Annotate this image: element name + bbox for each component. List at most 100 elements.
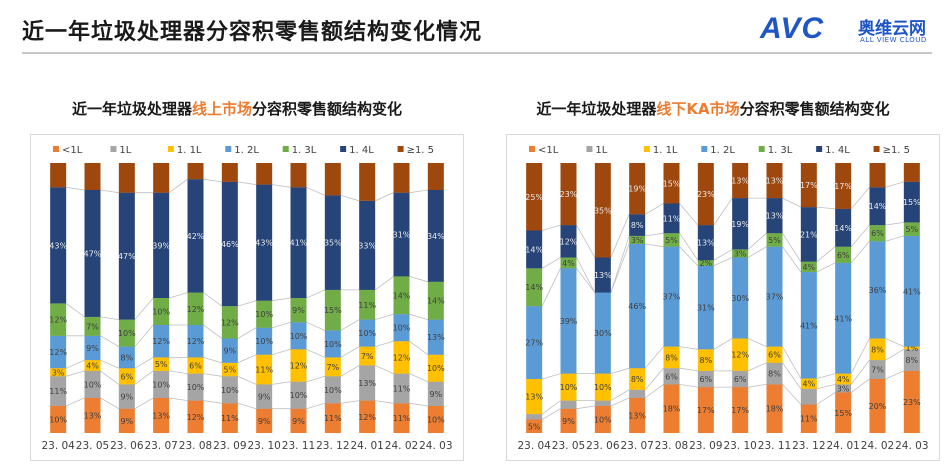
- legend-swatch: [282, 146, 289, 152]
- bar-segment: [663, 163, 680, 204]
- legend-label: 1. 3L: [292, 145, 317, 156]
- bar-segment: [324, 403, 341, 433]
- data-label: 30%: [594, 329, 612, 338]
- data-label: 5%: [223, 366, 236, 375]
- x-tick-label: 23. 10: [723, 440, 756, 452]
- data-label: 14%: [393, 291, 411, 300]
- data-label: 15%: [663, 179, 681, 188]
- bar-segment: [187, 357, 204, 374]
- x-tick-label: 23. 06: [110, 440, 144, 452]
- x-tick-label: 23. 05: [552, 440, 585, 452]
- bar-segment: [84, 335, 101, 361]
- stacked-bar-chart-offline-ka: <1L 1L 1. 1L 1. 2L 1. 3L 1. 4L ≥1. 5 5% 13% 27% 14…: [517, 145, 928, 452]
- data-label: 13%: [427, 333, 445, 342]
- bar-segment: [594, 163, 611, 258]
- data-label: 2%: [699, 259, 712, 268]
- chart-title-suffix: 分容积零售额结构变化: [739, 100, 890, 118]
- bar-segment: [393, 403, 410, 433]
- bar-segment: [766, 163, 783, 199]
- x-tick-label: 23. 08: [179, 440, 212, 452]
- data-label: 3%: [837, 384, 850, 393]
- data-label: 4%: [562, 259, 575, 268]
- bar-segment: [903, 235, 920, 347]
- bar-segment: [290, 298, 307, 323]
- data-label: 10%: [255, 310, 273, 319]
- legend-swatch: [701, 146, 708, 152]
- series-connector-line: [526, 235, 920, 307]
- bar-segment: [560, 257, 577, 269]
- bar-segment: [221, 306, 238, 339]
- data-label: 47%: [118, 252, 136, 261]
- bar-segment: [766, 384, 783, 433]
- bar-segment: [835, 262, 852, 374]
- bar-segment: [50, 187, 67, 304]
- chart-plot-area: <1L 1L 1. 1L 1. 2L 1. 3L 1. 4L ≥1. 5 10% 11% 3% 12…: [30, 134, 464, 461]
- series-connector-line: [526, 222, 920, 294]
- bar-segment: [526, 230, 543, 269]
- data-label: 19%: [628, 185, 646, 194]
- data-label: 9%: [562, 417, 575, 426]
- bar-segment: [835, 246, 852, 263]
- data-label: 5%: [768, 236, 781, 245]
- series-connector-line: [50, 275, 444, 321]
- data-label: 15%: [324, 306, 342, 315]
- bar-segment: [118, 408, 135, 433]
- bar-segment: [732, 163, 749, 199]
- data-label: 18%: [663, 405, 681, 414]
- data-label: 9%: [429, 390, 442, 399]
- series-connector-line: [526, 181, 920, 258]
- bar-segment: [526, 414, 543, 420]
- chart-title-suffix: 分容积零售额结构变化: [252, 100, 403, 118]
- bar-segment: [526, 163, 543, 231]
- data-label: 13%: [358, 379, 376, 388]
- bar-segment: [903, 346, 920, 350]
- legend-label: 1. 1L: [653, 145, 678, 156]
- legend-swatch: [873, 146, 880, 152]
- data-label: 7%: [871, 366, 884, 375]
- bar-segment: [800, 272, 817, 379]
- logo-chinese-name: 奥维云网: [858, 19, 926, 39]
- bar-segment: [118, 384, 135, 409]
- data-label: 12%: [187, 413, 205, 422]
- data-label: 23%: [697, 190, 715, 199]
- bar-segment: [663, 246, 680, 347]
- data-label: 9%: [120, 417, 133, 426]
- x-tick-label: 23. 06: [586, 440, 620, 452]
- data-label: 11%: [324, 414, 342, 423]
- data-label: 13%: [766, 177, 784, 186]
- data-label: 14%: [869, 202, 887, 211]
- data-label: 10%: [221, 386, 239, 395]
- legend-label: 1. 3L: [768, 145, 793, 156]
- data-label: 12%: [358, 413, 376, 422]
- data-label: 10%: [594, 416, 612, 425]
- data-label: 13%: [766, 212, 784, 221]
- bar-segment: [50, 303, 67, 336]
- bar-segment: [663, 203, 680, 234]
- bar-segment: [903, 370, 920, 433]
- data-label: 13%: [628, 411, 646, 420]
- data-label: 35%: [324, 239, 342, 248]
- bar-segment: [732, 198, 749, 250]
- bar-segment: [732, 387, 749, 433]
- data-label: 10%: [255, 337, 273, 346]
- legend-swatch: [225, 146, 232, 152]
- bar-segment: [359, 163, 376, 201]
- series-connector-line: [50, 340, 444, 369]
- bar-segment: [869, 225, 886, 242]
- offline-ka-market-chart-panel: 近一年垃圾处理器线下KA市场分容积零售额结构变化 <1L 1L 1. 1L 1. 2L…: [488, 72, 940, 468]
- data-label: 39%: [152, 241, 170, 250]
- data-label: 6%: [734, 375, 747, 384]
- bar-segment: [153, 192, 170, 298]
- bar-segment: [256, 354, 273, 385]
- data-label: 35%: [594, 206, 612, 215]
- data-label: 9%: [292, 417, 305, 426]
- bar-segment: [869, 338, 886, 361]
- bar-segment: [427, 381, 444, 406]
- bar-segment: [869, 163, 886, 188]
- bar-segment: [359, 400, 376, 433]
- bar-segment: [732, 257, 749, 339]
- bar-segment: [697, 370, 714, 388]
- bar-segment: [732, 338, 749, 371]
- data-label: 9%: [86, 344, 99, 353]
- x-tick-label: 24. 02: [385, 440, 418, 452]
